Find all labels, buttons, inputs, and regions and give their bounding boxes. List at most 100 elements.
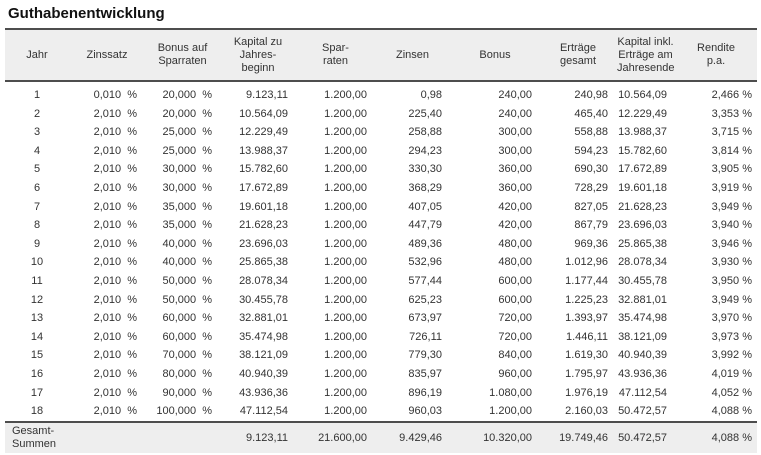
table-cell: 9.123,11 xyxy=(245,89,288,101)
table-cell: 360,00 xyxy=(498,163,532,176)
table-cell: 28.078,34 xyxy=(239,274,288,287)
table-cell: 1.200,00 xyxy=(324,144,367,157)
table-cell: 1.012,96 xyxy=(565,256,608,269)
table-cell: 1.200,00 xyxy=(324,405,367,418)
table-cell: 3,930 % xyxy=(711,256,752,269)
table-cell: 40.940,39 xyxy=(618,349,667,362)
totals-cell: 10.320,00 xyxy=(450,420,540,453)
table-row: 6 2,010 % 30,000 % 17.672,89 1.200,00 368,29 3… xyxy=(5,179,757,198)
table-row: 1 0,010 % 20,000 % 9.123,11 1.200,00 0,98 240,… xyxy=(5,81,757,105)
table-cell: 2,010 % xyxy=(93,274,137,287)
table-cell: 1.200,00 xyxy=(324,89,367,101)
table-cell: 43.936,36 xyxy=(239,386,288,399)
table-cell: 35.474,98 xyxy=(618,312,667,325)
table-cell: 19.601,18 xyxy=(618,181,667,194)
table-cell: 720,00 xyxy=(498,312,532,325)
table-cell: 21.628,23 xyxy=(618,200,667,213)
column-header-5: Zinsen xyxy=(375,28,450,82)
table-row: 7 2,010 % 35,000 % 19.601,18 1.200,00 407,05 4… xyxy=(5,198,757,217)
totals-cell: 19.749,46 xyxy=(540,420,616,453)
table-cell: 2,010 % xyxy=(93,126,137,139)
table-cell: 4,052 % xyxy=(711,386,752,399)
table-cell: 3,353 % xyxy=(711,107,752,120)
table-cell: 1.225,23 xyxy=(565,293,608,306)
table-cell: 673,97 xyxy=(408,312,442,325)
table-cell: 2,010 % xyxy=(93,330,137,343)
table-cell: 1.619,30 xyxy=(565,349,608,362)
table-cell: 17.672,89 xyxy=(239,181,288,194)
table-cell: 577,44 xyxy=(408,274,442,287)
table-cell: 1.080,00 xyxy=(489,386,532,399)
table-cell: 3,992 % xyxy=(711,349,752,362)
table-row: 17 2,010 % 90,000 % 43.936,36 1.200,00 896,19… xyxy=(5,384,757,403)
table-cell: 728,29 xyxy=(574,181,608,194)
table-cell: 2,010 % xyxy=(93,312,137,325)
table-cell: 2,010 % xyxy=(93,219,137,232)
table-cell: 18 xyxy=(30,405,44,418)
totals-cell: 9.123,11 xyxy=(220,420,296,453)
table-cell: 3,940 % xyxy=(711,219,752,232)
table-header: Jahr Zinssatz Bonus auf Sparraten Kapital z… xyxy=(5,28,757,82)
table-cell: 3,919 % xyxy=(711,181,752,194)
table-cell: 2,010 % xyxy=(93,293,137,306)
table-cell: 480,00 xyxy=(498,237,532,250)
table-row: 4 2,010 % 25,000 % 13.988,37 1.200,00 294,23 3… xyxy=(5,142,757,161)
table-cell: 47.112,54 xyxy=(239,405,288,418)
table-body: 1 0,010 % 20,000 % 9.123,11 1.200,00 0,98 240,… xyxy=(5,81,757,422)
table-cell: 17 xyxy=(30,386,44,399)
table-cell: 867,79 xyxy=(574,219,608,232)
table-cell: 23.696,03 xyxy=(618,219,667,232)
table-cell: 330,30 xyxy=(408,163,442,176)
table-cell: 1.200,00 xyxy=(324,181,367,194)
table-cell: 2,466 % xyxy=(711,89,752,101)
table-cell: 360,00 xyxy=(498,181,532,194)
table-cell: 1.393,97 xyxy=(565,312,608,325)
column-header-9: Rendite p.a. xyxy=(675,28,757,82)
table-cell: 690,30 xyxy=(574,163,608,176)
table-cell: 90,000 % xyxy=(162,386,212,399)
table-cell: 50,000 % xyxy=(162,293,212,306)
table-cell: 827,05 xyxy=(574,200,608,213)
table-cell: 25.865,38 xyxy=(618,237,667,250)
table-cell: 3,973 % xyxy=(711,330,752,343)
table-cell: 225,40 xyxy=(408,107,442,120)
table-cell: 840,00 xyxy=(498,349,532,362)
table-cell: 1.200,00 xyxy=(324,256,367,269)
table-cell: 16 xyxy=(30,367,44,380)
table-row: 9 2,010 % 40,000 % 23.696,03 1.200,00 489,36 4… xyxy=(5,235,757,254)
table-row: 15 2,010 % 70,000 % 38.121,09 1.200,00 779,30… xyxy=(5,346,757,365)
column-header-3: Kapital zu Jahres- beginn xyxy=(220,28,296,82)
table-cell: 2,010 % xyxy=(93,181,137,194)
table-cell: 25,000 % xyxy=(162,144,212,157)
table-cell: 10.564,09 xyxy=(239,107,288,120)
totals-cell xyxy=(145,420,220,453)
table-cell: 1.200,00 xyxy=(324,200,367,213)
table-cell: 0,010 % xyxy=(93,89,137,101)
totals-cell: 21.600,00 xyxy=(296,420,375,453)
table-cell: 480,00 xyxy=(498,256,532,269)
table-cell: 2,010 % xyxy=(93,237,137,250)
table-cell: 3,814 % xyxy=(711,144,752,157)
column-header-4: Spar- raten xyxy=(296,28,375,82)
table-cell: 2,010 % xyxy=(93,349,137,362)
table-cell: 532,96 xyxy=(408,256,442,269)
table-cell: 20,000 % xyxy=(162,89,212,101)
table-cell: 3,949 % xyxy=(711,293,752,306)
table-cell: 3,970 % xyxy=(711,312,752,325)
header-row: Jahr Zinssatz Bonus auf Sparraten Kapital z… xyxy=(5,28,757,82)
column-header-2: Bonus auf Sparraten xyxy=(145,28,220,82)
table-cell: 1.976,19 xyxy=(565,386,608,399)
table-cell: 20,000 % xyxy=(162,107,212,120)
page-title: Guthabenentwicklung xyxy=(8,5,165,22)
table-cell: 447,79 xyxy=(408,219,442,232)
table-cell: 368,29 xyxy=(408,181,442,194)
totals-cell: 9.429,46 xyxy=(375,420,450,453)
table-cell: 50.472,57 xyxy=(618,405,667,418)
table-cell: 3,946 % xyxy=(711,237,752,250)
table-cell: 10.564,09 xyxy=(618,89,667,101)
table-cell: 12 xyxy=(30,293,44,306)
table-cell: 1.200,00 xyxy=(324,312,367,325)
table-cell: 38.121,09 xyxy=(618,330,667,343)
table-cell: 1.200,00 xyxy=(324,237,367,250)
totals-row: Gesamt- Summen 9.123,11 21.600,00 9.429,46 1… xyxy=(5,420,757,453)
